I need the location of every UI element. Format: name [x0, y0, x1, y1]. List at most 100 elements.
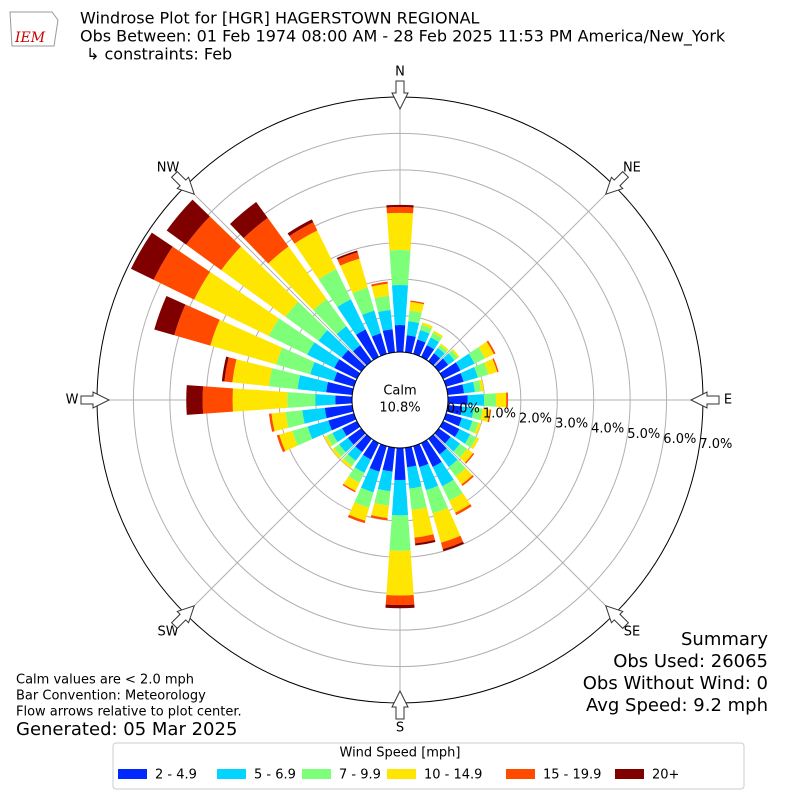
compass-label: NW	[157, 161, 180, 176]
bar-segment	[455, 504, 472, 516]
bar-segment	[470, 437, 480, 450]
bar-segment	[294, 230, 337, 280]
chart-title: Windrose Plot for [HGR] HAGERSTOWN REGIO…	[80, 9, 480, 28]
bar-segment	[370, 515, 388, 521]
bar-segment	[221, 246, 299, 317]
bar-segment	[297, 375, 328, 393]
bar-segment	[374, 295, 391, 313]
calm-circle	[351, 351, 449, 449]
bar-segment	[307, 342, 340, 368]
bar-segment	[243, 217, 289, 264]
bar-segment	[446, 405, 463, 416]
bar-segment	[268, 368, 301, 390]
bar-segment	[268, 246, 327, 311]
bar-segment	[232, 359, 273, 387]
bar-segment	[432, 330, 444, 338]
bar-segment	[428, 434, 447, 455]
bar-segment	[318, 269, 351, 308]
bar-segment	[483, 393, 497, 407]
bar-segment	[362, 439, 379, 460]
bar-segment	[472, 407, 483, 421]
logo-text: IEM	[14, 30, 46, 46]
constraints: ↳ constraints: Feb	[86, 45, 232, 64]
bar-segment	[391, 479, 409, 516]
bar-segment	[434, 358, 449, 372]
bar-segment	[348, 467, 365, 483]
bar-segment	[473, 380, 482, 393]
bar-segment	[340, 258, 368, 294]
bar-segment	[335, 395, 353, 405]
bar-segment	[313, 298, 347, 335]
r-tick-label: 0.0%	[447, 401, 480, 416]
r-tick-label: 2.0%	[519, 412, 552, 427]
bar-segment	[324, 435, 333, 448]
bar-segment	[430, 332, 442, 343]
bar-segment	[374, 488, 391, 506]
bar-segment	[382, 446, 395, 472]
bar-segment	[474, 422, 482, 435]
bar-segment	[307, 420, 332, 440]
legend-label: 2 - 4.9	[155, 768, 197, 783]
bar-segment	[310, 361, 338, 382]
compass-label: E	[724, 393, 732, 408]
bar-segment	[342, 421, 361, 437]
bar-segment	[413, 443, 429, 468]
bar-segment	[378, 309, 393, 331]
bar-segment	[362, 310, 381, 337]
bar-segment	[442, 541, 464, 552]
bar-segment	[460, 366, 479, 382]
bar-segment	[210, 319, 283, 365]
bar-segment	[386, 212, 414, 251]
bar-segment	[439, 421, 460, 438]
logo: IEM	[9, 11, 59, 47]
legend-label: 20+	[652, 768, 679, 783]
bar-segment	[287, 392, 316, 408]
compass-label: W	[66, 393, 79, 408]
bar-segment	[451, 348, 460, 358]
bar-segment	[360, 468, 380, 493]
bar-segment	[425, 485, 448, 514]
bar-segment	[458, 417, 473, 431]
bar-segment	[455, 468, 473, 485]
bar-segment	[232, 388, 288, 412]
bar-segment	[417, 330, 430, 343]
bar-segment	[446, 384, 465, 395]
bar-segment	[486, 340, 496, 355]
bar-segment	[474, 362, 489, 378]
bar-segment	[454, 429, 471, 444]
bar-segment	[409, 486, 427, 511]
bar-segment	[442, 353, 455, 365]
bar-segment	[464, 434, 477, 448]
note: Flow arrows relative to plot center.	[16, 705, 242, 720]
bar-segment	[347, 428, 366, 445]
bar-segment	[354, 454, 371, 473]
generated: Generated: 05 Mar 2025	[16, 719, 237, 740]
bar-segment	[432, 461, 454, 487]
bar-segment	[391, 284, 409, 326]
flow-arrow	[170, 604, 196, 630]
bar-segment	[506, 392, 509, 408]
bar-segment	[495, 392, 507, 408]
bar-segment	[411, 507, 434, 538]
spoke	[185, 433, 367, 615]
bar-segment	[356, 329, 379, 361]
bar-segment	[437, 344, 448, 354]
legend-title: Wind Speed [mph]	[340, 746, 461, 761]
bar-segment	[413, 339, 426, 357]
bar-segment	[442, 479, 463, 501]
bar-segment	[382, 329, 395, 354]
bar-segment	[480, 408, 490, 422]
summary-line: Avg Speed: 9.2 mph	[586, 695, 768, 716]
calm-value: 10.8%	[379, 401, 420, 416]
spoke	[433, 433, 615, 615]
bar-segment	[420, 324, 432, 334]
bar-segment	[410, 300, 425, 305]
bar-segment	[324, 405, 354, 419]
legend-label: 7 - 9.9	[339, 768, 381, 783]
spoke	[185, 185, 367, 367]
bar-segment	[326, 433, 338, 446]
bar-segment	[302, 407, 327, 424]
bar-segment	[354, 487, 374, 508]
bar-segment	[285, 301, 328, 341]
